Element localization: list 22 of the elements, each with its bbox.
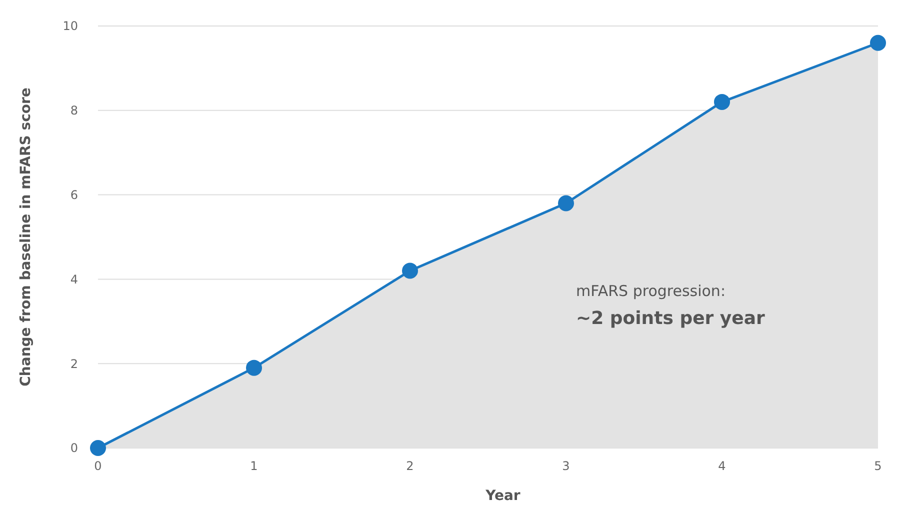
x-axis-title: Year [484, 488, 520, 504]
point [90, 440, 106, 456]
x-tick-label: 3 [562, 459, 570, 473]
y-axis-title: Change from baseline in mFARS score [18, 88, 34, 386]
y-tick-label: 10 [62, 19, 78, 34]
y-tick-label: 0 [70, 441, 78, 456]
x-tick-label: 4 [718, 459, 726, 473]
y-tick-label: 4 [70, 272, 78, 286]
point [402, 262, 418, 279]
x-tick-label: 1 [250, 459, 258, 473]
y-tick-label: 8 [70, 104, 78, 118]
point [870, 34, 886, 51]
annotation: ~2 points per year [576, 308, 766, 330]
point [246, 360, 262, 376]
point [558, 195, 574, 212]
y-tick-label: 2 [70, 356, 78, 371]
annotation: mFARS progression: [576, 282, 726, 300]
x-tick-label: 5 [874, 459, 882, 473]
point [714, 94, 730, 110]
y-tick-label: 6 [70, 188, 78, 202]
x-tick-label: 0 [94, 459, 102, 473]
x-tick-label: 2 [406, 459, 414, 473]
